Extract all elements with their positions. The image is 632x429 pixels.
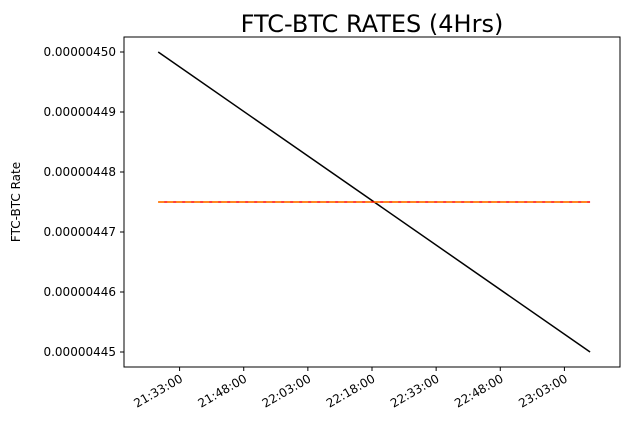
y-tick-label: 0.00000446 <box>43 285 116 299</box>
chart-title: FTC-BTC RATES (4Hrs) <box>241 10 504 38</box>
x-tick-label: 22:03:00 <box>260 371 314 410</box>
y-axis: 0.00000445 0.00000446 0.00000447 0.00000448… <box>43 45 124 359</box>
y-tick-label: 0.00000450 <box>43 45 116 59</box>
plot-area <box>157 51 591 353</box>
y-tick-label: 0.00000445 <box>43 345 116 359</box>
x-tick-label: 21:48:00 <box>196 371 250 410</box>
y-axis-label: FTC-BTC Rate <box>9 162 23 242</box>
y-tick-label: 0.00000448 <box>43 165 116 179</box>
x-axis: 21:33:00 21:48:00 22:03:00 22:18:00 22:33:00… <box>131 367 570 411</box>
y-tick-label: 0.00000447 <box>43 225 116 239</box>
x-tick-label: 22:48:00 <box>452 371 506 410</box>
x-tick-label: 21:33:00 <box>131 371 185 410</box>
x-tick-label: 22:18:00 <box>324 371 378 410</box>
x-tick-label: 23:03:00 <box>516 371 570 410</box>
x-tick-label: 22:33:00 <box>388 371 442 410</box>
y-tick-label: 0.00000449 <box>43 105 116 119</box>
